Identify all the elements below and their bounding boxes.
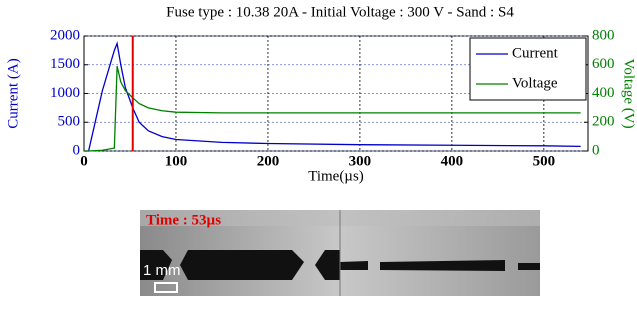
y2-axis-label: Voltage (V) (621, 58, 637, 128)
x-tick-label: 300 (349, 153, 372, 169)
y-tick-label: 500 (58, 114, 81, 130)
y2-tick-label: 200 (592, 114, 615, 130)
y-tick-label: 2000 (50, 27, 80, 43)
x-tick-label: 200 (257, 153, 280, 169)
series-line (84, 66, 581, 152)
legend-label: Voltage (512, 75, 558, 91)
time-label: Time : 53µs (146, 212, 221, 228)
y-tick-label: 1500 (50, 56, 80, 72)
chart-title: Fuse type : 10.38 20A - Initial Voltage … (166, 4, 514, 20)
y-tick-label: 0 (73, 142, 81, 158)
y-tick-label: 1000 (50, 85, 80, 101)
fuse-element (140, 250, 172, 280)
y-axis-label: Current (A) (5, 58, 21, 128)
fuse-element (315, 250, 340, 280)
y2-tick-label: 600 (592, 56, 615, 72)
legend (469, 37, 587, 101)
photo: Time : 53µs 1 mm (140, 210, 540, 296)
y2-tick-label: 400 (592, 85, 615, 101)
x-axis-label: Time(µs) (308, 168, 364, 184)
x-tick-label: 0 (80, 153, 88, 169)
y2-tick-label: 0 (592, 142, 600, 158)
x-tick-label: 500 (533, 153, 556, 169)
x-tick-label: 100 (165, 153, 188, 169)
series-line (84, 41, 581, 152)
scale-bar (154, 282, 178, 293)
scale-label: 1 mm (143, 262, 181, 279)
legend-label: Current (512, 45, 559, 61)
x-tick-label: 400 (441, 153, 464, 169)
fuse-element (180, 250, 304, 280)
y2-tick-label: 800 (592, 27, 615, 43)
fuse-element (340, 260, 540, 271)
